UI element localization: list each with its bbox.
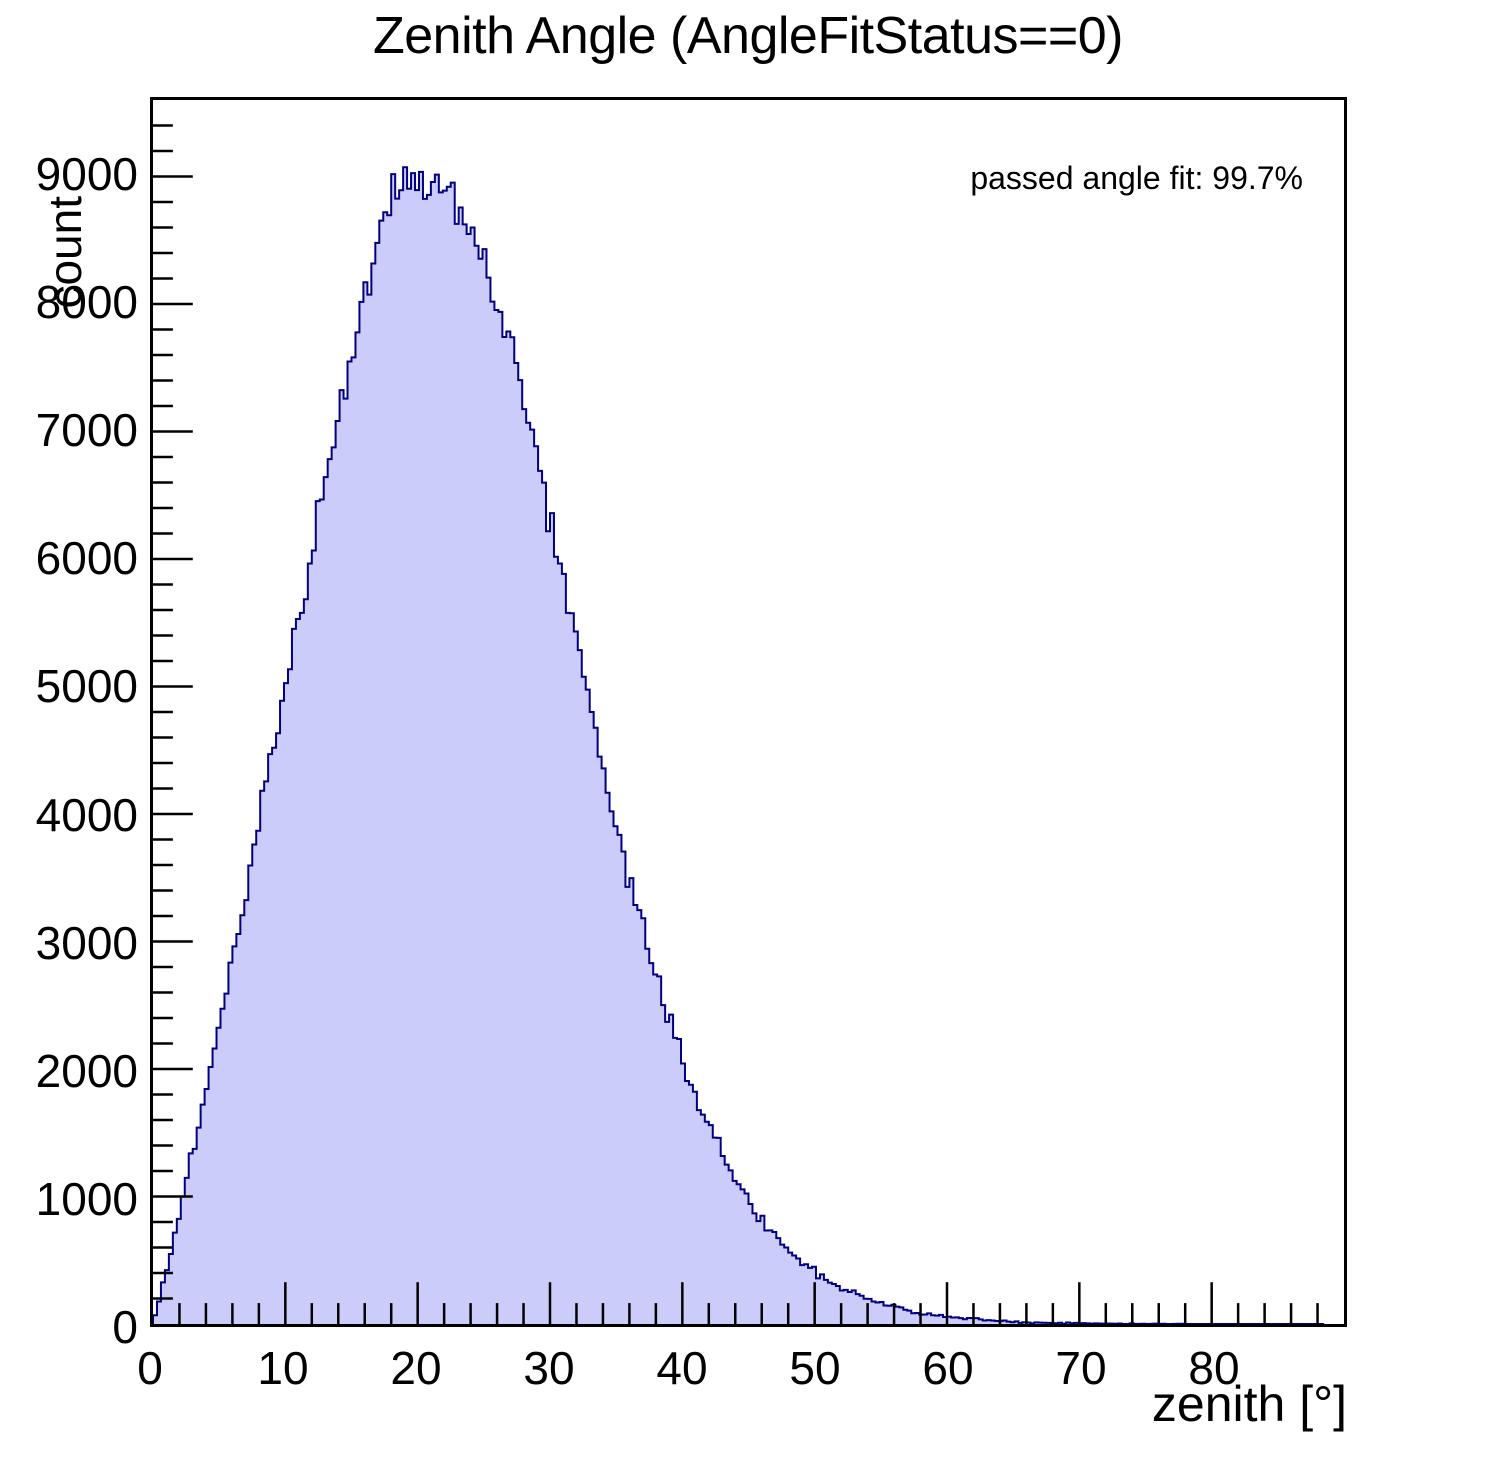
x-axis-ticks	[179, 1282, 1317, 1324]
y-axis-tick-label: 0	[112, 1301, 138, 1353]
histogram-outline	[153, 167, 1324, 1324]
x-axis-tick-label: 60	[922, 1342, 974, 1394]
passed-angle-fit-annotation: passed angle fit: 99.7%	[970, 160, 1303, 196]
y-axis-tick-label: 5000	[35, 660, 138, 713]
y-axis-tick-label: 2000	[35, 1044, 138, 1097]
x-axis-tick-label: 80	[1188, 1342, 1240, 1394]
y-axis-tick-label: 6000	[35, 532, 138, 585]
x-axis-tick-label: 50	[789, 1342, 841, 1394]
plot-frame	[150, 97, 1347, 1327]
x-axis-tick-label: 70	[1055, 1342, 1107, 1394]
x-axis-tick-label: 20	[390, 1342, 442, 1394]
y-axis-tick-label: 4000	[35, 788, 138, 841]
y-axis-tick-label: 7000	[35, 404, 138, 457]
x-axis-tick-label: 40	[656, 1342, 708, 1394]
x-axis-tick-label: 30	[523, 1342, 575, 1394]
y-axis-tick-label: 9000	[35, 147, 138, 200]
y-axis-tick-label: 1000	[35, 1172, 138, 1225]
y-axis-title: count	[39, 196, 91, 309]
y-axis-ticks	[153, 126, 193, 1299]
x-axis-tick-label: 0	[137, 1342, 163, 1394]
x-axis-title: zenith [°]	[1151, 1376, 1347, 1432]
page-title: Zenith Angle (AngleFitStatus==0)	[372, 7, 1124, 65]
histogram-svg	[153, 100, 1325, 1324]
histogram-fill	[153, 167, 1325, 1324]
histogram-series	[153, 167, 1325, 1324]
y-axis-tick-label: 8000	[35, 276, 138, 328]
y-axis-title-wrap: count	[39, 100, 102, 309]
y-axis-tick-label: 3000	[35, 916, 138, 969]
x-axis-tick-label: 10	[257, 1342, 309, 1394]
